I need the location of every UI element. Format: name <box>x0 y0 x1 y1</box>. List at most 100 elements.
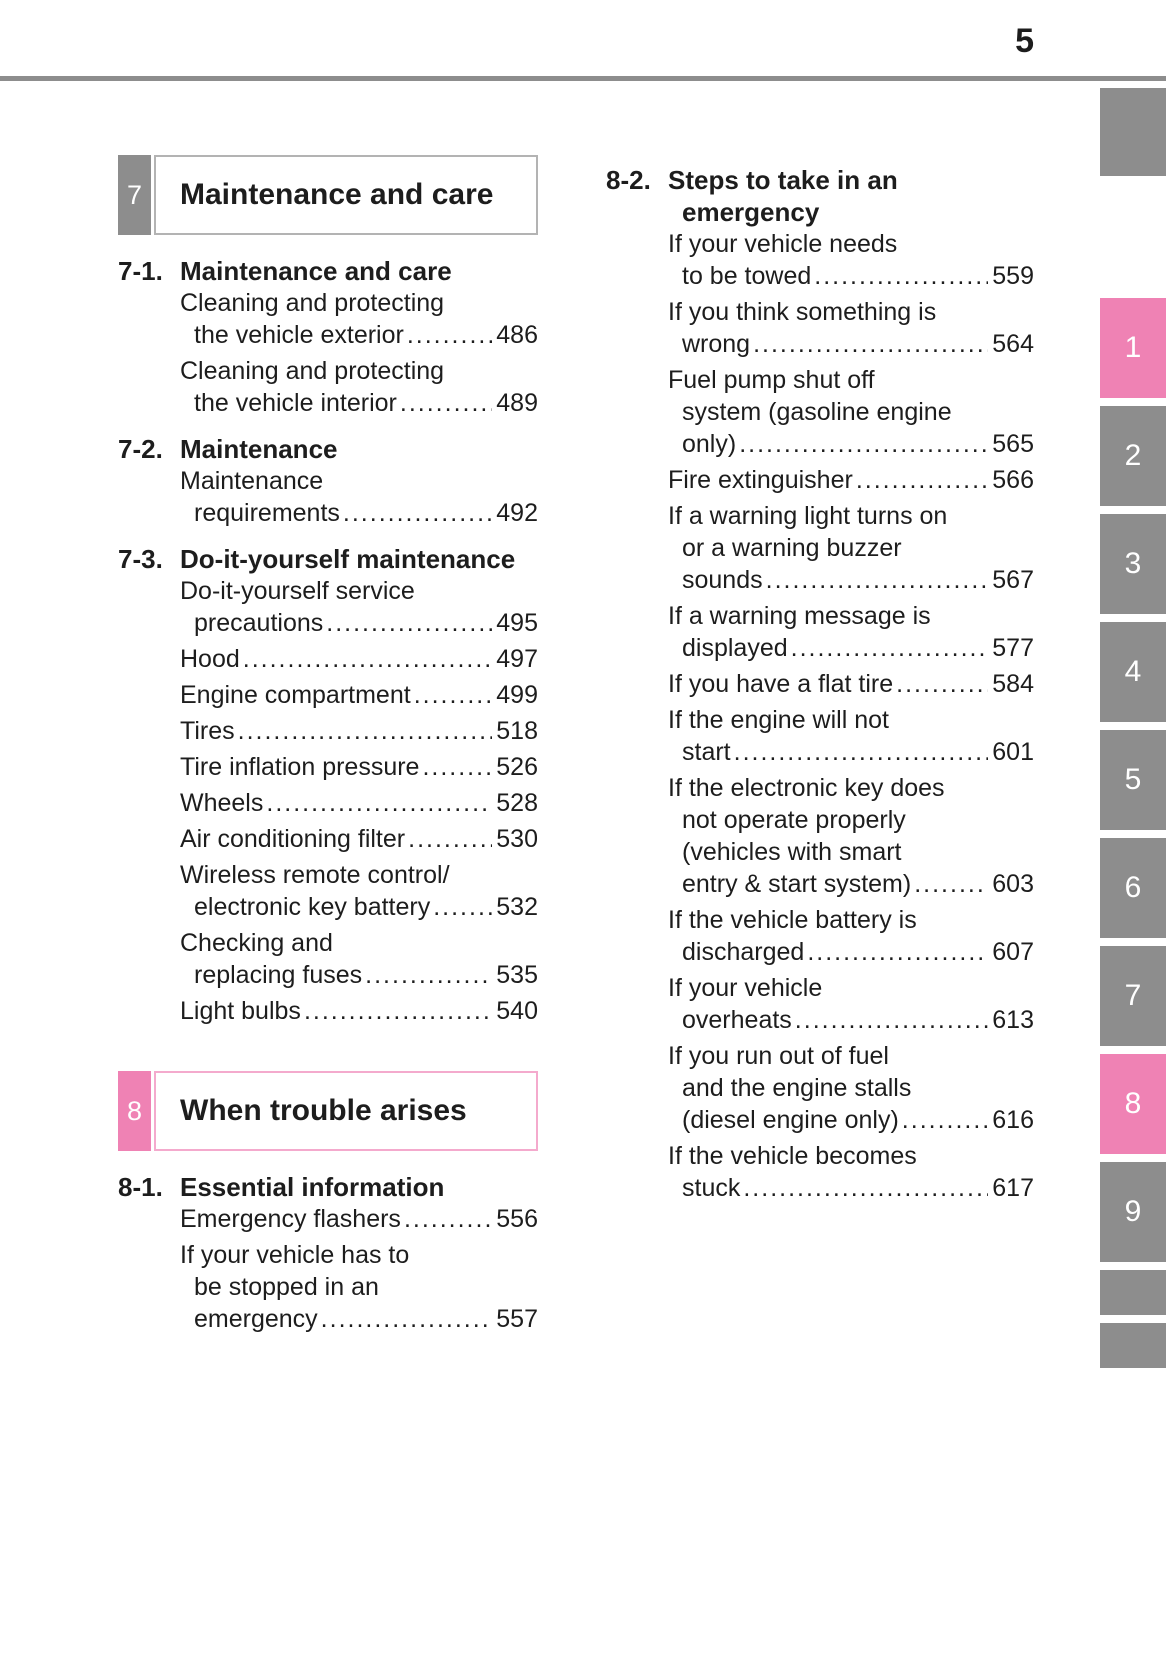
dot-leader <box>422 751 492 783</box>
toc-item-line: Fire extinguisher 566 <box>668 464 1034 496</box>
dot-leader <box>743 1172 988 1204</box>
toc-item: If the vehicle becomes stuck 617 <box>668 1140 1034 1204</box>
page-ref: 565 <box>992 430 1034 458</box>
toc-item-line: overheats 613 <box>668 1004 1034 1036</box>
toc-item-text: displayed <box>682 634 788 662</box>
dot-leader <box>408 823 492 855</box>
toc-item-line: sounds 567 <box>668 564 1034 596</box>
group-title-line: Maintenance <box>180 434 338 464</box>
dot-leader <box>766 564 989 596</box>
toc-group: 7-2. Maintenance Maintenance requirements 49… <box>118 433 538 529</box>
dot-leader <box>266 787 492 819</box>
group-title: Maintenance <box>180 433 538 465</box>
dot-leader <box>856 464 988 496</box>
chapter-tab-9: 9 <box>1100 1162 1166 1262</box>
dot-leader <box>795 1004 988 1036</box>
toc-item-line: stuck 617 <box>668 1172 1034 1204</box>
page-ref: 556 <box>496 1205 538 1233</box>
toc-group: 8-1. Essential information Emergency flash… <box>118 1171 538 1335</box>
toc-item-text: Emergency flashers <box>180 1205 401 1233</box>
toc-item-text: sounds <box>682 566 763 594</box>
toc-item-line: If the vehicle becomes <box>668 1142 917 1170</box>
toc-items: Maintenance requirements 492 <box>118 465 538 529</box>
toc-item: Maintenance requirements 492 <box>180 465 538 529</box>
toc-item: Engine compartment 499 <box>180 679 538 711</box>
toc-item-line: Wheels 528 <box>180 787 538 819</box>
group-title-line: Steps to take in an <box>668 165 898 195</box>
toc-group: 7-1. Maintenance and care Cleaning and pro… <box>118 255 538 419</box>
toc-item-line: requirements 492 <box>180 497 538 529</box>
toc-item-text: the vehicle interior <box>194 389 397 417</box>
toc-item-line: emergency 557 <box>180 1303 538 1335</box>
toc-item: If the electronic key does not operate pr… <box>668 772 1034 900</box>
chapter-number-badge: 7 <box>118 155 151 235</box>
chapter-tab-4: 4 <box>1100 622 1166 722</box>
toc-item: Light bulbs 540 <box>180 995 538 1027</box>
toc-item-line: Cleaning and protecting <box>180 289 445 317</box>
chapter-title: Maintenance and care <box>180 178 494 211</box>
toc-item-line: (vehicles with smart <box>682 838 902 866</box>
toc-item-line: Cleaning and protecting <box>180 357 445 385</box>
toc-item-line: If your vehicle <box>668 974 823 1002</box>
dot-leader <box>902 1104 988 1136</box>
page-ref: 489 <box>496 389 538 417</box>
toc-item: Fire extinguisher 566 <box>668 464 1034 496</box>
chapter-tab-7: 7 <box>1100 946 1166 1046</box>
toc-item-line: If the engine will not <box>668 706 889 734</box>
page-ref: 526 <box>496 753 538 781</box>
toc-item-text: (diesel engine only) <box>682 1106 899 1134</box>
chapter-tab-3: 3 <box>1100 514 1166 614</box>
chapter-tab-2: 2 <box>1100 406 1166 506</box>
group-heading: 7-1. Maintenance and care <box>118 255 538 287</box>
toc-column-left: 7 Maintenance and care 7-1. Maintenance and… <box>118 155 538 1339</box>
page-ref: 584 <box>992 670 1034 698</box>
tab-label: 4 <box>1124 655 1142 688</box>
page-ref: 492 <box>496 499 538 527</box>
toc-item-line: Tires 518 <box>180 715 538 747</box>
group-heading: 7-2. Maintenance <box>118 433 538 465</box>
toc-item-line: If a warning light turns on <box>668 502 948 530</box>
dot-leader <box>407 319 492 351</box>
toc-item-line: If you run out of fuel <box>668 1042 889 1070</box>
group-heading: 8-1. Essential information <box>118 1171 538 1203</box>
toc-item: If a warning message is displayed 577 <box>668 600 1034 664</box>
tab-label: 8 <box>1124 1087 1142 1120</box>
group-title-line: Do-it-yourself maintenance <box>180 544 516 574</box>
toc-item-text: Air conditioning filter <box>180 825 406 853</box>
page-ref: 601 <box>992 738 1034 766</box>
page-ref: 486 <box>496 321 538 349</box>
group-title: Do-it-yourself maintenance <box>180 543 538 575</box>
toc-item-line: not operate properly <box>682 806 906 834</box>
chapter-title: When trouble arises <box>180 1094 467 1127</box>
toc-item: Hood 497 <box>180 643 538 675</box>
dot-leader <box>814 260 988 292</box>
toc-item: Emergency flashers 556 <box>180 1203 538 1235</box>
toc-item: Do-it-yourself service precautions 495 <box>180 575 538 639</box>
toc-item-line: entry & start system) 603 <box>668 868 1034 900</box>
page-ref: 535 <box>496 961 538 989</box>
page-ref: 499 <box>496 681 538 709</box>
group-title: Essential information <box>180 1171 538 1203</box>
toc-item: Cleaning and protecting the vehicle inter… <box>180 355 538 419</box>
toc-item-line: Emergency flashers 556 <box>180 1203 538 1235</box>
toc-item-text: the vehicle exterior <box>194 321 404 349</box>
page-ref: 557 <box>496 1305 538 1333</box>
toc-item-line: (diesel engine only) 616 <box>668 1104 1034 1136</box>
group-number: 8-2. <box>606 165 651 195</box>
dot-leader <box>343 497 492 529</box>
tab-label: 5 <box>1124 763 1142 796</box>
dot-leader <box>739 428 988 460</box>
dot-leader <box>734 736 989 768</box>
toc-item-line: only) 565 <box>668 428 1034 460</box>
toc-group: 8-2. Steps to take in an emergency If your … <box>606 164 1034 1204</box>
dot-leader <box>914 868 988 900</box>
group-title-line: emergency <box>682 197 820 227</box>
group-title-line: Maintenance and care <box>180 256 452 286</box>
toc-item-text: wrong <box>682 330 751 358</box>
toc-item-line: If the electronic key does <box>668 774 945 802</box>
toc-item: If you think something is wrong 564 <box>668 296 1034 360</box>
toc-item: Cleaning and protecting the vehicle exter… <box>180 287 538 351</box>
group-number: 7-3. <box>118 544 163 574</box>
toc-items: Emergency flashers 556 If your vehicle has… <box>118 1203 538 1335</box>
page-ref: 577 <box>992 634 1034 662</box>
